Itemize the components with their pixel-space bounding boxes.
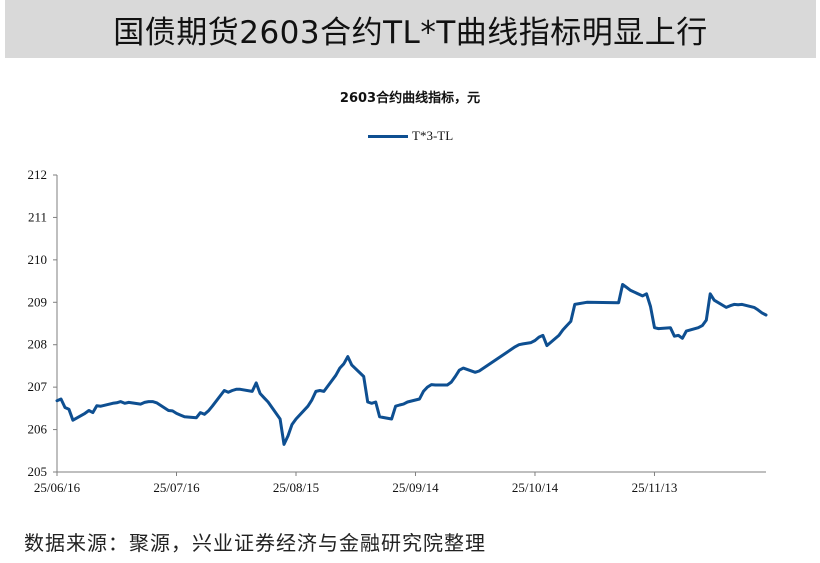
x-tick-label: 25/09/14 [392, 480, 439, 495]
page-title: 国债期货2603合约TL*T曲线指标明显上行 [113, 14, 708, 51]
y-tick-label: 206 [28, 422, 48, 437]
y-tick-label: 207 [28, 379, 48, 394]
x-tick-label: 25/10/14 [512, 480, 559, 495]
series-line-T*3-TL [55, 283, 768, 446]
legend: T*3-TL [368, 128, 453, 144]
legend-label: T*3-TL [412, 128, 454, 143]
y-tick-label: 210 [28, 252, 48, 267]
legend-swatch [368, 134, 408, 138]
x-tick-label: 25/11/13 [632, 480, 678, 495]
y-tick-label: 205 [28, 464, 48, 479]
y-tick-label: 208 [28, 337, 48, 352]
title-banner: 国债期货2603合约TL*T曲线指标明显上行 [5, 0, 816, 58]
axes: 205 206 207 208 209 210 211 212 25/06/16 25/07/16… [28, 167, 766, 495]
y-tick-label: 209 [28, 294, 48, 309]
x-tick-label: 25/07/16 [153, 480, 200, 495]
series-group [55, 283, 768, 446]
y-tick-label: 211 [28, 209, 47, 224]
source-note: 数据来源：聚源，兴业证券经济与金融研究院整理 [24, 531, 486, 555]
y-tick-label: 212 [28, 167, 48, 182]
x-tick-label: 25/08/15 [273, 480, 319, 495]
line-chart: 205 206 207 208 209 210 211 212 25/06/16 25/07/16… [28, 167, 768, 495]
x-tick-label: 25/06/16 [34, 480, 81, 495]
chart-panel: 2603合约曲线指标，元 T*3-TL 205 206 207 208 209 210 21… [0, 70, 820, 510]
chart-title: 2603合约曲线指标，元 [339, 91, 481, 106]
